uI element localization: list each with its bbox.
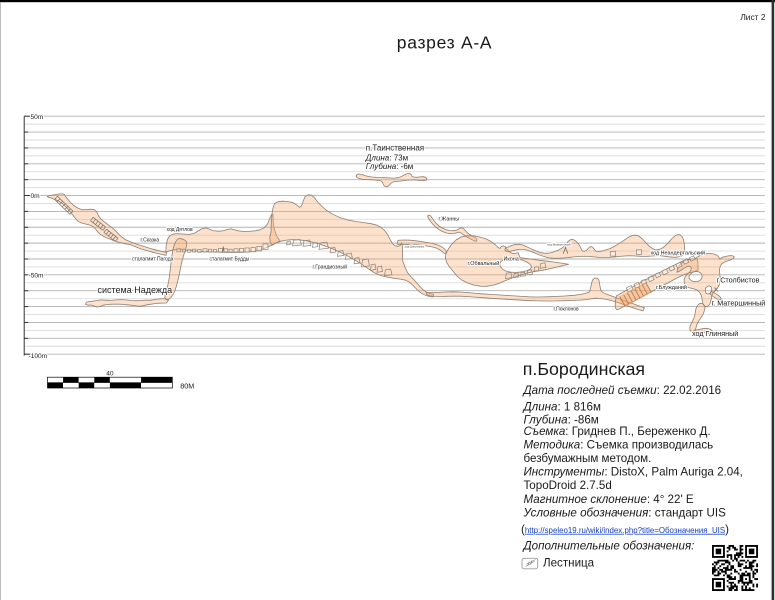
svg-text:г.Грандиозный: г.Грандиозный	[313, 264, 348, 271]
svg-text:Дата последней съемки: 22.02.2: Дата последней съемки: 22.02.2016	[522, 384, 722, 397]
svg-text:г.Жанны: г.Жанны	[439, 216, 460, 222]
svg-text:г.Поклонов: г.Поклонов	[554, 307, 580, 313]
svg-text:сталагмит Пагода: сталагмит Пагода	[132, 256, 174, 262]
svg-text:0m: 0m	[31, 193, 41, 200]
svg-text:п.Бородинская: п.Бородинская	[523, 359, 645, 379]
svg-text:г.Сказка: г.Сказка	[141, 238, 160, 244]
svg-text:г. Матершинный: г. Матершинный	[712, 299, 766, 308]
svg-text:(http://speleo19.ru/wiki/index: (http://speleo19.ru/wiki/index.php?title…	[521, 523, 729, 536]
svg-text:Инструменты: DistoX, Palm Auri: Инструменты: DistoX, Palm Auriga 2.04,	[524, 466, 743, 479]
svg-text:Дополнительные обозначения:: Дополнительные обозначения:	[522, 539, 695, 552]
svg-text:Магнитное склонение: 4° 22' E: Магнитное склонение: 4° 22' E	[524, 493, 694, 506]
svg-text:Длина: 1 816м: Длина: 1 816м	[522, 401, 601, 414]
svg-text:80M: 80M	[180, 382, 194, 391]
svg-text:Лестница: Лестница	[543, 556, 595, 569]
svg-text:40: 40	[106, 370, 114, 377]
svg-text:Икона: Икона	[504, 257, 519, 263]
svg-text:Глубина: -6м: Глубина: -6м	[366, 162, 413, 171]
svg-text:Съемка: Гриднев П., Береженко: Съемка: Гриднев П., Береженко Д.	[524, 425, 711, 438]
svg-text:ход Шестерых: ход Шестерых	[405, 244, 425, 248]
svg-text:ход Неандертальский: ход Неандертальский	[651, 250, 705, 257]
svg-text:Методика: Съемка производилась: Методика: Съемка производилась	[524, 439, 714, 452]
svg-text:TopoDroid 2.7.5d: TopoDroid 2.7.5d	[524, 479, 612, 492]
svg-text:Длина: 73м: Длина: 73м	[365, 154, 408, 163]
svg-text:безбумажным методом.: безбумажным методом.	[524, 452, 652, 465]
svg-text:ход Мамонтовый: ход Мамонтовый	[547, 243, 571, 247]
svg-text:г.Блужданий: г.Блужданий	[656, 284, 687, 291]
svg-text:п.Таинственная: п.Таинственная	[366, 144, 424, 153]
svg-text:система Надежда: система Надежда	[98, 285, 173, 295]
svg-text:разрез А-А: разрез А-А	[397, 33, 492, 53]
svg-text:ход Дятлов: ход Дятлов	[167, 227, 193, 233]
svg-text:г.Обвальный: г.Обвальный	[468, 260, 500, 267]
svg-text:-100m: -100m	[29, 353, 48, 360]
svg-text:Лист 2: Лист 2	[740, 12, 766, 22]
svg-text:50m: 50m	[31, 114, 44, 121]
svg-text:сталагмит Будды: сталагмит Будды	[210, 256, 250, 262]
svg-text:ход Глиняный: ход Глиняный	[692, 329, 738, 338]
svg-text:-50m: -50m	[29, 273, 45, 280]
svg-text:Условные обозначения: стандарт: Условные обозначения: стандарт UIS	[523, 506, 727, 519]
svg-text:г.Столбистов: г.Столбистов	[717, 275, 760, 284]
svg-text:Глубина: -86м: Глубина: -86м	[524, 414, 599, 427]
